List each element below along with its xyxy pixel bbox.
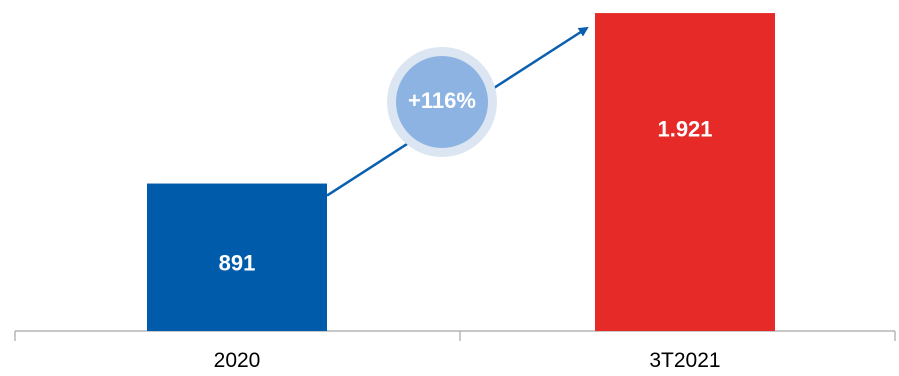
bar-value-label: 1.921: [657, 117, 712, 142]
x-tick-label: 3T2021: [649, 349, 720, 372]
growth-label: +116%: [408, 88, 476, 113]
bar-value-label: 891: [219, 250, 256, 275]
bar-3t2021: [595, 13, 775, 332]
x-tick-label: 2020: [214, 349, 261, 372]
growth-badge: [396, 56, 488, 148]
bar-2020: [147, 183, 327, 331]
